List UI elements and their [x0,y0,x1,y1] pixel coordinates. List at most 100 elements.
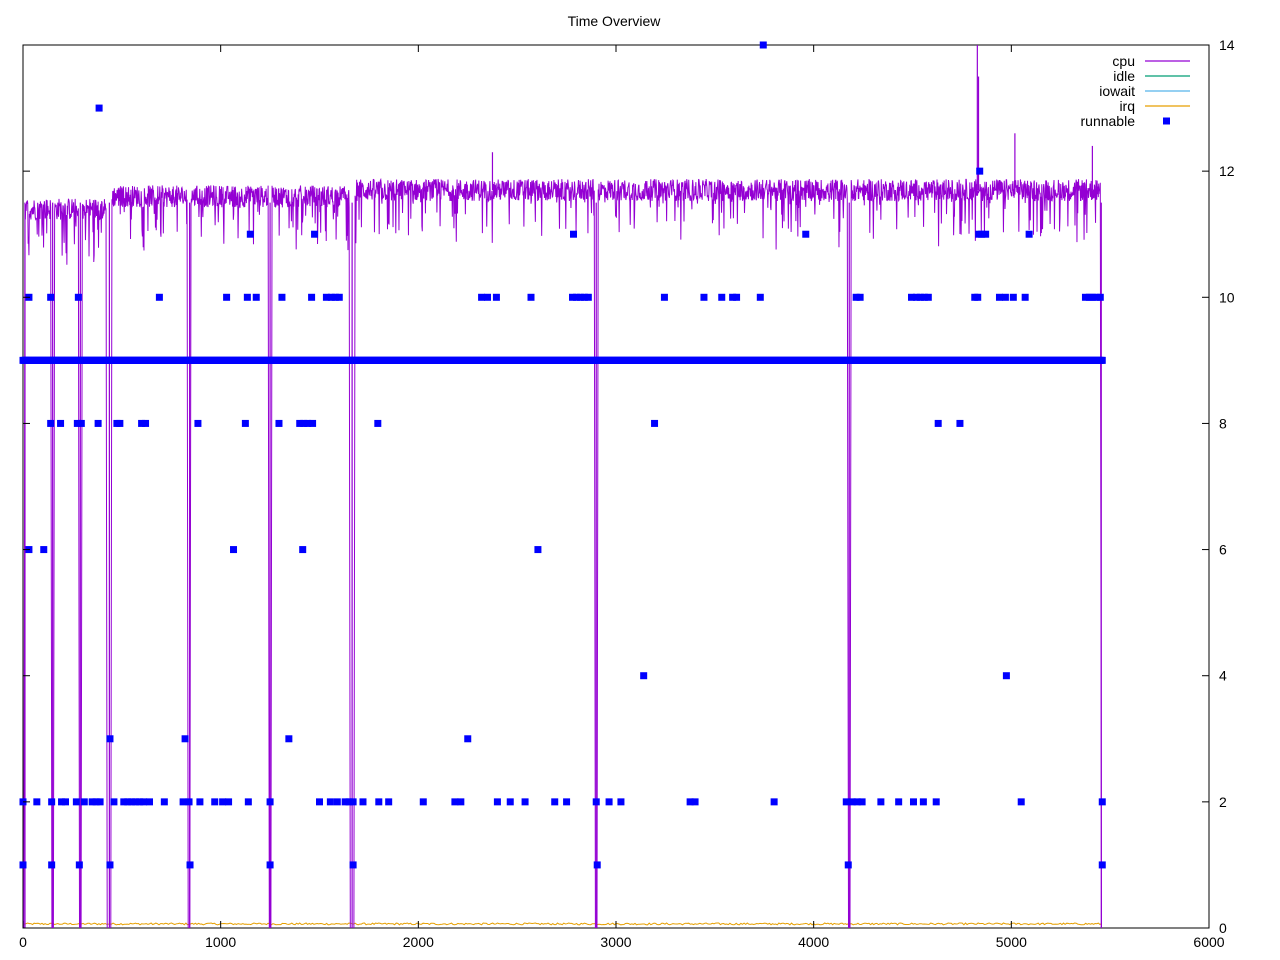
runnable-point [116,419,124,427]
cpu-line-segment [270,185,351,929]
runnable-point [932,798,940,806]
runnable-point [211,798,219,806]
runnable-point [580,293,588,301]
runnable-point [322,293,330,301]
runnable-point [179,798,187,806]
runnable-point [185,798,193,806]
runnable-point [844,861,852,869]
y-tick-label: 0 [1219,920,1227,936]
cpu-line-segment [80,199,108,929]
runnable-point [1001,293,1009,301]
runnable-point [75,861,83,869]
runnable-point [858,798,866,806]
runnable-point [920,293,928,301]
runnable-point [243,293,251,301]
runnable-point [110,798,118,806]
runnable-point [230,546,238,554]
x-tick-label: 6000 [1193,934,1224,950]
irq-line [22,922,1102,926]
runnable-point [848,798,856,806]
runnable-point [132,798,140,806]
runnable-point [72,798,80,806]
legend-label-idle: idle [1113,68,1135,84]
cpu-line-segment [596,178,849,929]
runnable-point [895,798,903,806]
runnable-point [506,798,514,806]
runnable-point [22,356,30,364]
runnable-point [651,419,659,427]
runnable-point [908,293,916,301]
runnable-point [106,861,114,869]
runnable-point [92,798,100,806]
runnable-point [136,798,144,806]
y-tick-label: 4 [1219,668,1227,684]
runnable-point [120,798,128,806]
runnable-point [48,798,56,806]
runnable-point [140,798,148,806]
runnable-point [186,861,194,869]
runnable-point [244,798,252,806]
y-tick-label: 2 [1219,794,1227,810]
runnable-point [924,293,932,301]
runnable-point [194,419,202,427]
runnable-point [299,546,307,554]
runnable-point [246,230,254,238]
runnable-point [1025,230,1033,238]
runnable-point [592,798,600,806]
x-tick-label: 1000 [205,934,236,950]
runnable-point [1017,798,1025,806]
runnable-point [95,104,103,112]
runnable-point [326,798,334,806]
runnable-point [48,861,56,869]
runnable-point [1096,293,1104,301]
x-tick-label: 5000 [996,934,1027,950]
runnable-point [296,419,304,427]
x-tick-label: 2000 [403,934,434,950]
runnable-point [1092,293,1100,301]
runnable-point [225,798,233,806]
runnable-point [995,293,1003,301]
runnable-point [335,293,343,301]
runnable-point [605,798,613,806]
runnable-point [331,293,339,301]
runnable-point [1088,293,1096,301]
runnable-point [570,230,578,238]
runnable-point [359,798,367,806]
runnable-point [308,293,316,301]
runnable-point [88,798,96,806]
runnable-point [1098,798,1106,806]
runnable-point [478,293,486,301]
runnable-point [534,546,542,554]
runnable-point [700,293,708,301]
runnable-point [576,293,584,301]
runnable-point [729,293,737,301]
runnable-point [492,293,500,301]
legend-label-runnable: runnable [1081,113,1136,129]
cpu-line-segment [353,177,596,929]
runnable-point [345,798,353,806]
runnable-point [451,798,459,806]
cpu-line-segment [52,198,80,929]
chart-title: Time Overview [568,13,662,29]
runnable-point [349,798,357,806]
runnable-point [912,293,920,301]
runnable-point [919,798,927,806]
runnable-point [756,293,764,301]
runnable-point [593,861,601,869]
runnable-point [569,293,577,301]
y-tick-label: 12 [1219,163,1235,179]
runnable-point [327,293,335,301]
runnable-point [856,293,864,301]
runnable-point [1021,293,1029,301]
legend-swatch-runnable [1163,117,1170,125]
x-tick-label: 4000 [798,934,829,950]
plot-border [22,44,1210,929]
runnable-point [759,41,767,49]
cpu-line-segment [189,185,270,929]
runnable-point [464,735,472,743]
runnable-point [124,798,132,806]
runnable-point [309,419,317,427]
